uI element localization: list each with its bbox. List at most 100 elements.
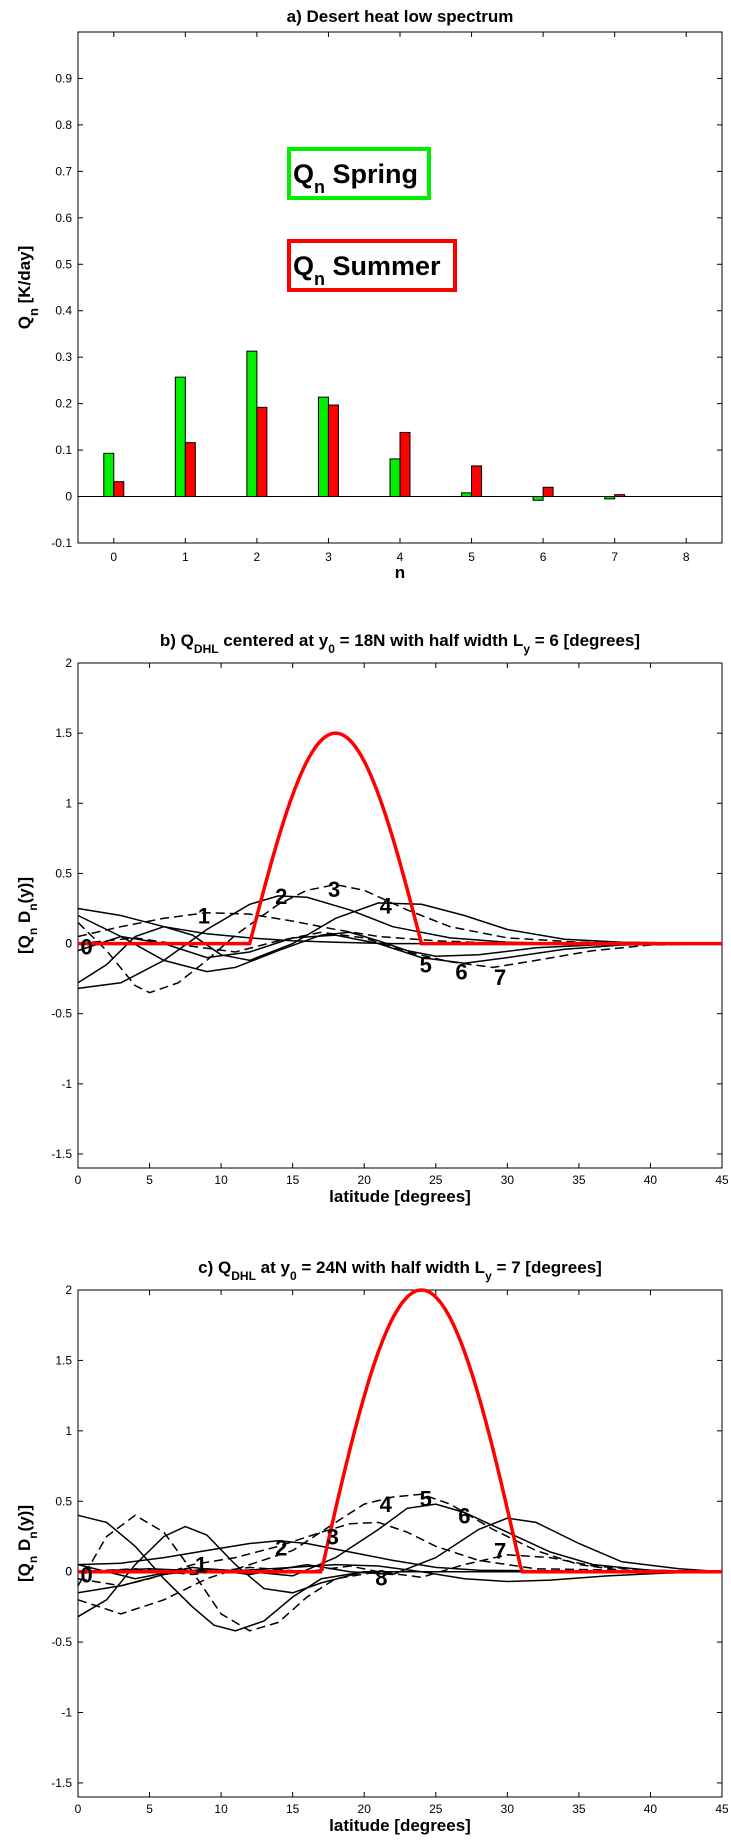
bar-spring (174, 376, 186, 498)
mode-1-line (77, 911, 722, 945)
x-tick-label: 10 (214, 1173, 228, 1187)
text-part: at y (256, 1258, 291, 1277)
y-axis-label: [Qn Dn(y)] (15, 1505, 40, 1582)
y-tick-label: -1 (61, 1706, 72, 1720)
heating-curve (78, 731, 722, 946)
y-tick-label: 0.6 (55, 211, 72, 225)
x-tick-label: 5 (146, 1173, 153, 1187)
x-tick-label: 7 (611, 550, 618, 564)
bar-summer (256, 406, 268, 498)
mode-0-line (77, 1514, 722, 1632)
x-axis-label: latitude [degrees] (329, 1187, 471, 1206)
mode-label-2: 2 (275, 1536, 287, 1561)
x-tick-label: 4 (397, 550, 404, 564)
subscript: n (26, 308, 41, 316)
y-tick-label: 2 (65, 1283, 72, 1297)
subscript: n (26, 1556, 40, 1563)
y-tick-label: 0.4 (55, 304, 72, 318)
mode-label-3: 3 (327, 1524, 339, 1549)
subscript: y (523, 642, 530, 656)
y-tick-label: 0 (65, 490, 72, 504)
mode-label-7: 7 (494, 1539, 506, 1564)
x-tick-label: 30 (501, 1802, 515, 1816)
mode-label-0: 0 (80, 934, 92, 959)
y-axis-label: Qn [K/day] (15, 246, 41, 330)
x-tick-label: 25 (429, 1173, 443, 1187)
subscript: y (485, 1269, 492, 1283)
chart-title: a) Desert heat low spectrum (287, 7, 514, 26)
text-part: Q (15, 316, 34, 329)
mode-label-8: 8 (375, 1565, 387, 1590)
legend-text-spring: Qn Spring (293, 159, 418, 197)
bar-spring (103, 452, 115, 498)
text-part: = 6 [degrees] (530, 631, 640, 650)
legend-box-spring (287, 147, 431, 200)
heating-curve (78, 1288, 722, 1574)
y-tick-label: 1.5 (55, 1353, 72, 1367)
y-tick-label: 0.7 (55, 164, 72, 178)
mode-label-6: 6 (458, 1503, 470, 1528)
y-tick-label: 0.9 (55, 71, 72, 85)
y-tick-label: 0 (65, 1565, 72, 1579)
text-part: [Q (15, 935, 34, 954)
mode-7-line (77, 1517, 723, 1580)
bar-summer (542, 486, 554, 498)
x-tick-label: 15 (286, 1802, 300, 1816)
mode-label-2: 2 (275, 884, 287, 909)
bar-spring (389, 458, 401, 498)
y-tick-label: 0.5 (55, 866, 72, 880)
text-part: [K/day] (15, 246, 34, 308)
mode-label-7: 7 (494, 965, 506, 990)
plot-area (77, 1289, 723, 1798)
y-tick-label: 0.5 (55, 1494, 72, 1508)
y-tick-label: 0.5 (55, 257, 72, 271)
mode-label-3: 3 (328, 877, 340, 902)
bar-summer (113, 481, 125, 498)
bar-summer (184, 442, 196, 498)
x-tick-label: 1 (182, 550, 189, 564)
text-part: [Q (15, 1563, 34, 1582)
y-tick-label: 0.8 (55, 118, 72, 132)
text-part: c) Q (198, 1258, 231, 1277)
mode-label-6: 6 (455, 960, 467, 985)
x-tick-label: 2 (254, 550, 261, 564)
legend-text-summer: Qn Summer (293, 251, 441, 289)
bar-spring (604, 496, 616, 500)
y-tick-label: -0.1 (51, 536, 72, 550)
mode-5-line (77, 1493, 723, 1615)
bar-summer (614, 494, 626, 498)
y-tick-label: -1.5 (51, 1776, 72, 1790)
y-tick-label: 0 (65, 937, 72, 951)
text-part: D (15, 911, 34, 928)
x-tick-label: 15 (286, 1173, 300, 1187)
chart-a: -0.1 0 0.1 0.2 0.3 0.4 0.5 0.6 0.7 0.8 0.9 0 1 2 3 4 5 6 7… (15, 7, 723, 582)
y-tick-label: -1 (61, 1077, 72, 1091)
x-tick-label: 5 (468, 550, 475, 564)
mode-label-5: 5 (420, 1486, 432, 1511)
x-tick-label: 35 (572, 1802, 586, 1816)
x-tick-label: 45 (715, 1173, 729, 1187)
subscript: n (314, 269, 325, 289)
subscript: n (314, 177, 325, 197)
x-tick-label: 0 (75, 1802, 82, 1816)
y-axis-label-text: [Qn Dn(y)] (15, 877, 40, 954)
legend-box-summer (287, 239, 457, 292)
x-tick-label: 25 (429, 1802, 443, 1816)
mode-label-4: 4 (380, 894, 393, 919)
y-tick-label: 1 (65, 796, 72, 810)
y-tick-label: 2 (65, 656, 72, 670)
subscript: DHL (194, 642, 219, 656)
x-tick-label: 40 (644, 1173, 658, 1187)
x-tick-label: 20 (358, 1173, 372, 1187)
x-tick-label: 40 (644, 1802, 658, 1816)
mode-8-line (77, 1554, 723, 1579)
subscript: 0 (290, 1269, 297, 1283)
subscript: n (26, 1531, 40, 1538)
text-part: = 18N with half width L (335, 631, 523, 650)
text-part: D (15, 1539, 34, 1556)
x-tick-label: 30 (501, 1173, 515, 1187)
bar-spring (532, 496, 544, 501)
mode-label-1: 1 (195, 1553, 207, 1578)
subscript: n (26, 903, 40, 910)
